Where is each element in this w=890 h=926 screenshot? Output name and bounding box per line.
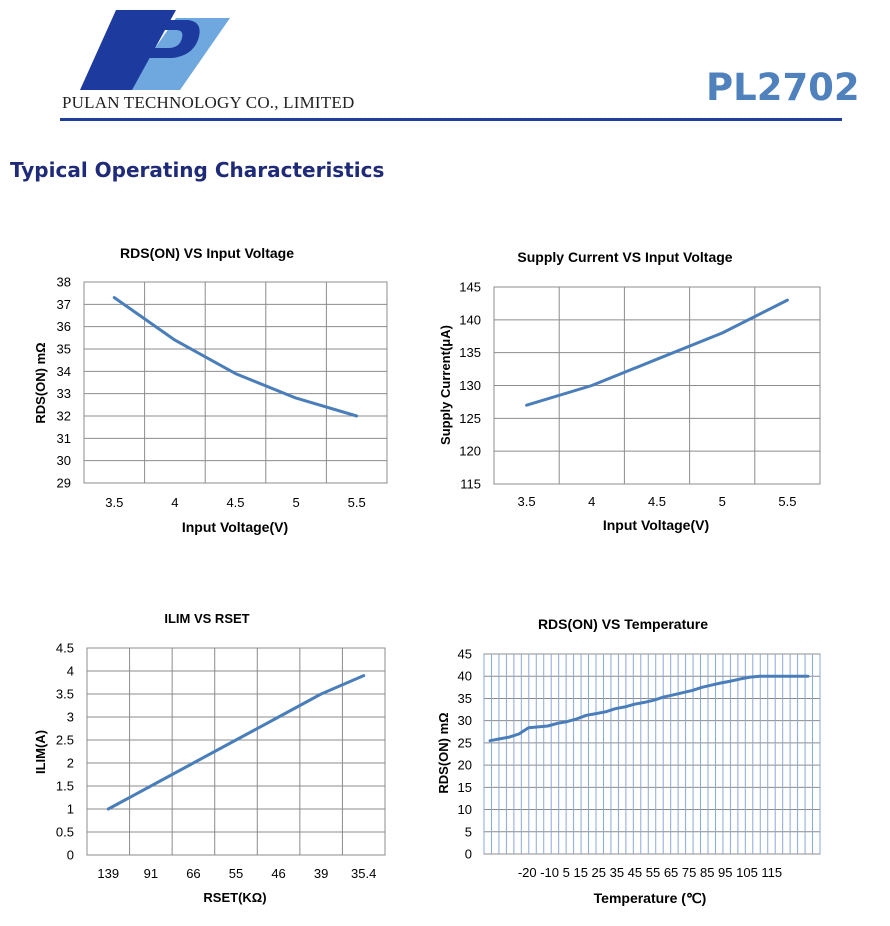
- x-tick-label: 55: [229, 866, 243, 881]
- y-tick-label: 15: [458, 780, 472, 795]
- y-tick-label: 5: [465, 824, 472, 839]
- y-tick-label: 25: [458, 735, 472, 750]
- y-tick-label: 120: [459, 444, 481, 459]
- x-tick-label: 4.5: [226, 495, 244, 510]
- y-tick-label: 36: [57, 319, 71, 334]
- y-tick-label: 125: [459, 411, 481, 426]
- y-tick-label: 35: [57, 342, 71, 357]
- y-tick-label: 40: [458, 669, 472, 684]
- y-tick-label: 35: [458, 691, 472, 706]
- y-axis-label: RDS(ON) mΩ: [436, 712, 451, 793]
- y-tick-label: 1: [67, 802, 74, 817]
- series-line: [488, 674, 810, 743]
- x-axis-label: RSET(KΩ): [203, 890, 266, 905]
- x-tick-label: 5: [719, 494, 726, 509]
- y-tick-label: 37: [57, 297, 71, 312]
- x-tick-label: 3.5: [518, 494, 536, 509]
- plot-area: [83, 281, 388, 484]
- pulan-logo: [80, 10, 230, 90]
- x-tick-label: 5.5: [348, 495, 366, 510]
- chart-title: ILIM VS RSET: [164, 611, 249, 626]
- x-tick-label: 39: [314, 866, 328, 881]
- series-line: [112, 296, 359, 418]
- x-tick-label: 66: [186, 866, 200, 881]
- y-tick-label: 3.5: [56, 687, 74, 702]
- x-axis-label: Input Voltage(V): [182, 519, 288, 535]
- x-axis-label: Temperature (℃): [594, 890, 707, 906]
- series-line: [525, 298, 789, 407]
- y-tick-label: 140: [459, 312, 481, 327]
- x-tick-label: 4.5: [648, 494, 666, 509]
- x-tick-label: 139: [97, 866, 119, 881]
- y-tick-label: 33: [57, 386, 71, 401]
- y-tick-label: 135: [459, 345, 481, 360]
- y-tick-label: 30: [57, 453, 71, 468]
- y-tick-label: 0.5: [56, 825, 74, 840]
- x-tick-label: 35.4: [351, 866, 376, 881]
- x-tick-label: 4: [171, 495, 178, 510]
- y-tick-label: 29: [57, 476, 71, 491]
- x-tick-label: 91: [144, 866, 158, 881]
- y-tick-label: 4.5: [56, 641, 74, 656]
- y-tick-label: 32: [57, 409, 71, 424]
- y-axis-label: RDS(ON) mΩ: [33, 342, 48, 423]
- chart-title: RDS(ON) VS Temperature: [538, 616, 708, 632]
- y-tick-label: 0: [465, 847, 472, 862]
- y-axis-label: Supply Current(μA): [438, 325, 453, 445]
- y-tick-label: 145: [459, 280, 481, 295]
- y-tick-label: 34: [57, 364, 71, 379]
- y-tick-label: 2: [67, 756, 74, 771]
- x-tick-label: 3.5: [105, 495, 123, 510]
- y-tick-label: 10: [458, 802, 472, 817]
- x-tick-label: 5: [292, 495, 299, 510]
- y-tick-label: 38: [57, 275, 71, 290]
- y-tick-label: 3: [67, 710, 74, 725]
- y-tick-label: 1.5: [56, 779, 74, 794]
- logo-p-bowl: [126, 20, 200, 58]
- y-tick-label: 30: [458, 713, 472, 728]
- part-number: PL2702: [706, 66, 860, 109]
- y-tick-label: 115: [460, 477, 481, 492]
- y-tick-label: 20: [458, 758, 472, 773]
- series-line: [106, 674, 366, 811]
- chart-title: Supply Current VS Input Voltage: [517, 249, 732, 265]
- header-rule: [60, 118, 842, 121]
- y-tick-label: 2.5: [56, 733, 74, 748]
- x-tick-label: 5.5: [778, 494, 796, 509]
- x-tick-label: 46: [271, 866, 285, 881]
- y-tick-label: 31: [57, 431, 71, 446]
- y-axis-label: ILIM(A): [33, 730, 48, 774]
- x-axis-label: Input Voltage(V): [603, 517, 709, 533]
- y-tick-label: 130: [459, 378, 481, 393]
- x-tick-labels: -20 -10 5 15 25 35 45 55 65 75 85 95 105…: [518, 865, 782, 880]
- plot-area: [483, 653, 821, 855]
- y-tick-label: 4: [67, 664, 74, 679]
- section-title: Typical Operating Characteristics: [10, 158, 385, 182]
- chart-title: RDS(ON) VS Input Voltage: [120, 245, 294, 261]
- plot-area: [86, 647, 386, 856]
- y-tick-label: 45: [458, 647, 472, 662]
- y-tick-label: 0: [67, 848, 74, 863]
- company-name: PULAN TECHNOLOGY CO., LIMITED: [62, 93, 355, 112]
- x-tick-label: 4: [588, 494, 595, 509]
